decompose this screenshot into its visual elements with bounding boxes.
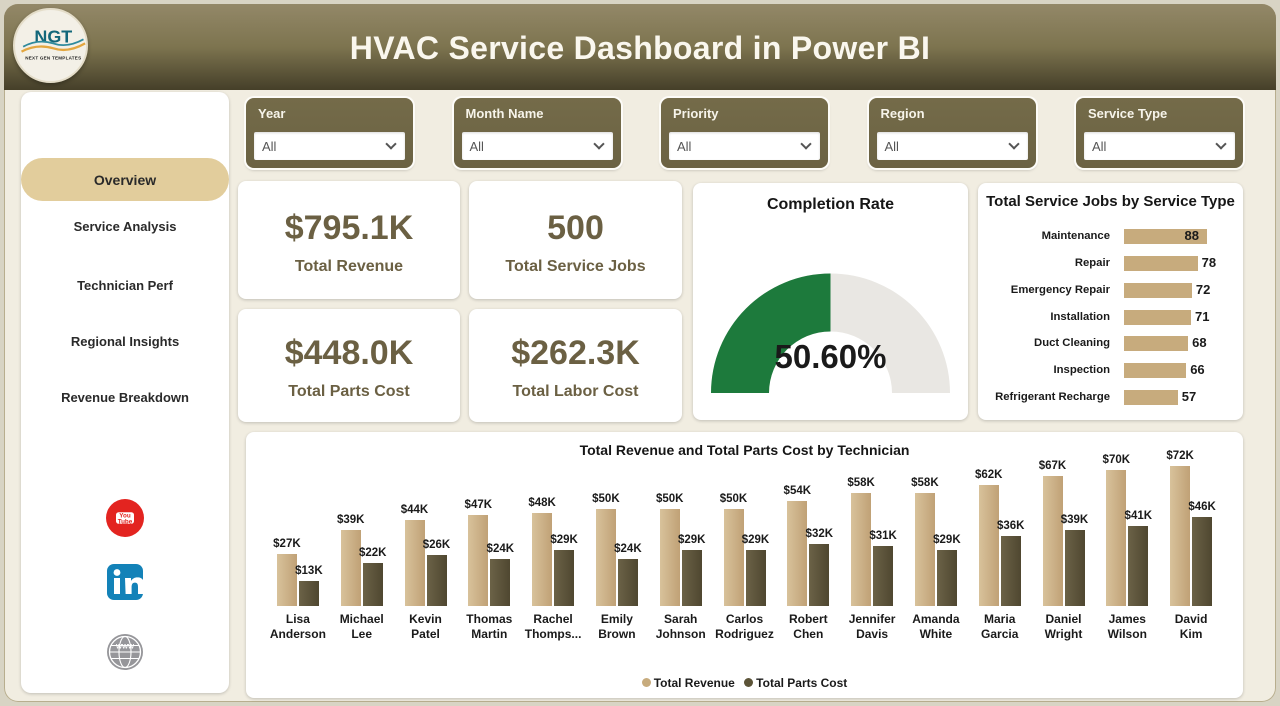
svg-text:Tube: Tube [118,518,133,525]
svg-text:NEXT GEN TEMPLATES: NEXT GEN TEMPLATES [25,56,81,61]
svg-text:WWW: WWW [116,644,135,651]
